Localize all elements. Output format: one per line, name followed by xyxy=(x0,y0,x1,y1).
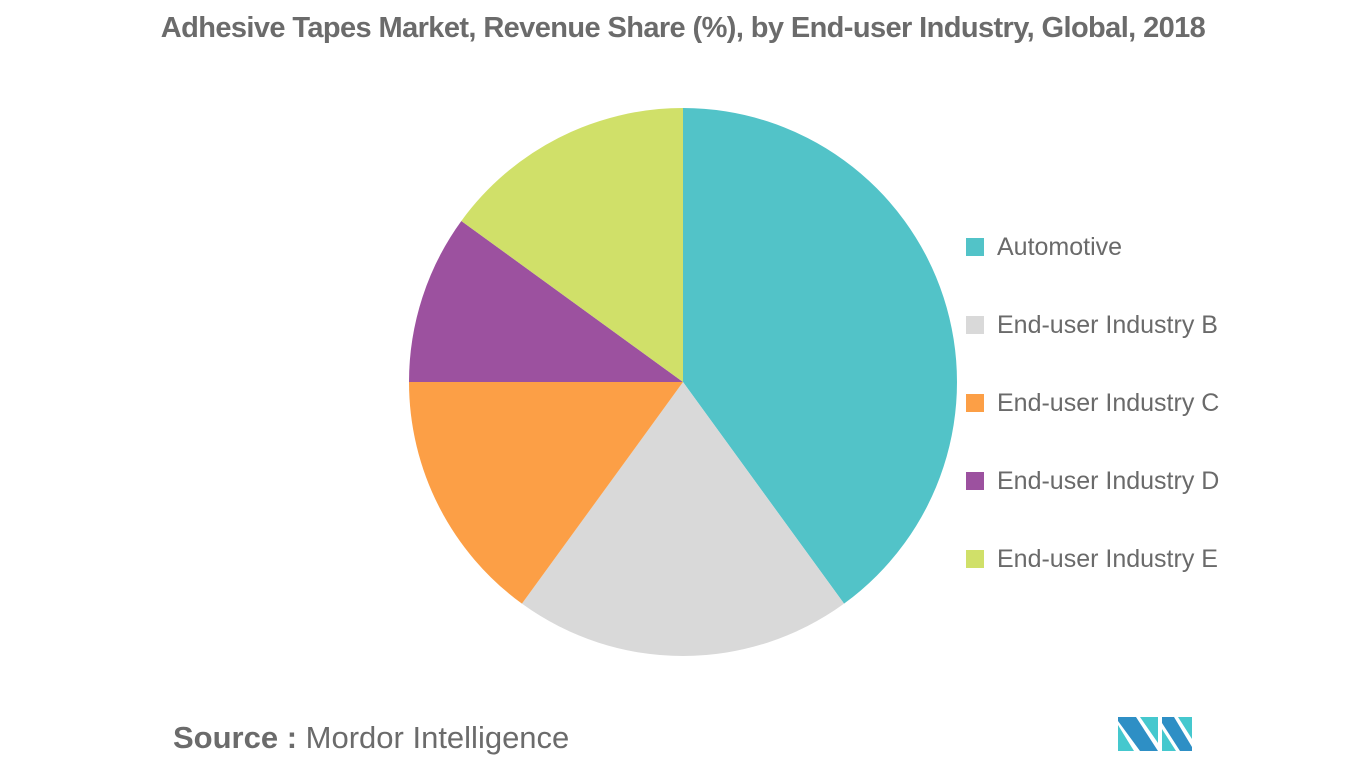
pie-slice-end-user-industry-d[interactable] xyxy=(409,220,683,382)
legend-label: End-user Industry C xyxy=(997,388,1220,417)
legend-label: End-user Industry B xyxy=(997,310,1218,339)
pie-slice-end-user-industry-b[interactable] xyxy=(521,382,845,656)
legend-label: Automotive xyxy=(997,232,1123,261)
legend: Automotive End-user Industry B End-user … xyxy=(966,208,1219,598)
pie-slice-end-user-industry-c[interactable] xyxy=(409,382,683,604)
legend-swatch xyxy=(966,238,984,256)
legend-swatch xyxy=(966,316,984,334)
source-key: Source : xyxy=(173,720,298,755)
legend-item-industry-c[interactable]: End-user Industry C xyxy=(966,364,1219,442)
legend-label: End-user Industry D xyxy=(997,466,1220,495)
legend-swatch xyxy=(966,550,984,568)
pie-slice-automotive[interactable] xyxy=(683,108,957,604)
legend-swatch xyxy=(966,394,984,412)
legend-label: End-user Industry E xyxy=(997,544,1218,573)
legend-item-industry-b[interactable]: End-user Industry B xyxy=(966,286,1219,364)
source-value: Mordor Intelligence xyxy=(305,720,570,755)
mordor-intelligence-logo-icon xyxy=(1118,717,1192,751)
pie-slice-end-user-industry-e[interactable] xyxy=(461,108,683,382)
legend-item-industry-d[interactable]: End-user Industry D xyxy=(966,442,1219,520)
legend-item-industry-e[interactable]: End-user Industry E xyxy=(966,520,1219,598)
legend-item-automotive[interactable]: Automotive xyxy=(966,208,1219,286)
source-attribution: Source : Mordor Intelligence xyxy=(173,720,569,756)
chart-title: Adhesive Tapes Market, Revenue Share (%)… xyxy=(160,12,1206,44)
legend-swatch xyxy=(966,472,984,490)
